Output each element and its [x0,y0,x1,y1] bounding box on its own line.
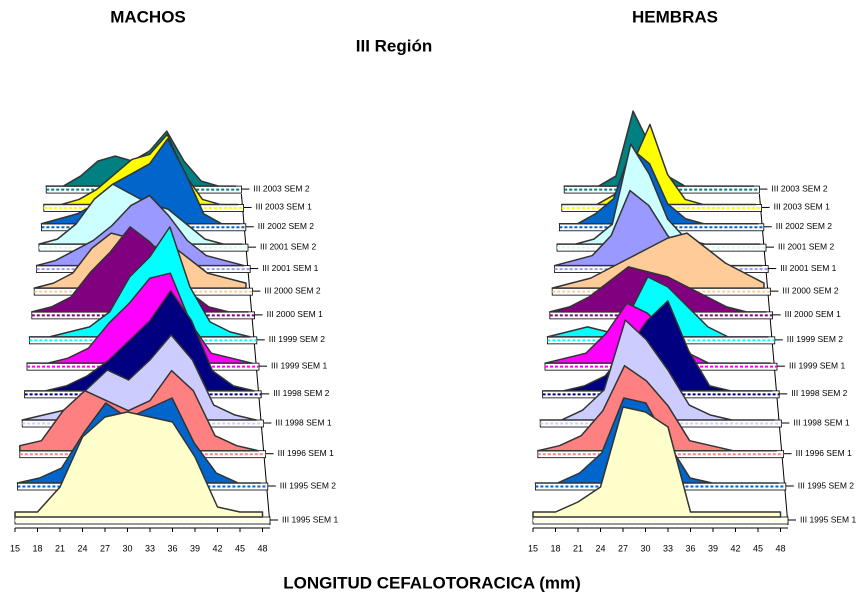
x-tick-label: 15 [10,543,20,553]
legend-label: III 1999 SEM 2 [269,334,325,344]
x-tick-label: 33 [145,543,155,553]
ridge-area [35,194,245,267]
legend-label: III 1996 SEM 1 [278,448,334,458]
ridge-area [14,411,264,518]
panel-title: MACHOS [110,7,186,26]
legend-label: III 2001 SEM 1 [780,263,836,273]
ridge-area [539,319,776,421]
legend-label: III 2001 SEM 1 [262,263,318,273]
ridge-area [28,226,251,338]
x-axis-label: LONGITUD CEFALOTORACICA (mm) [283,573,581,592]
legend-label: III 2000 SEM 2 [264,285,320,295]
x-tick-label: 45 [235,543,245,553]
ridge-area [40,138,241,225]
legend-label: III 2002 SEM 2 [258,221,314,231]
x-tick-label: 39 [708,543,718,553]
legend-label: III 1999 SEM 1 [271,360,327,370]
x-tick-label: 48 [257,543,267,553]
x-tick-label: 21 [55,543,65,553]
legend-label: III 1998 SEM 1 [793,417,849,427]
x-tick-label: 30 [640,543,650,553]
x-tick-label: 48 [775,543,785,553]
ridge-area [19,369,260,452]
legend-label: III 2002 SEM 2 [776,221,832,231]
x-tick-label: 33 [663,543,673,553]
legend-label: III 1998 SEM 1 [275,417,331,427]
legend-label: III 2000 SEM 1 [785,309,841,319]
ridge-area [551,232,765,289]
x-tick-label: 30 [122,543,132,553]
x-tick-label: 36 [685,543,695,553]
x-tick-label: 15 [528,543,538,553]
panel-title: HEMBRAS [632,7,718,26]
legend-label: III 1995 SEM 1 [800,514,856,524]
x-tick-label: 39 [190,543,200,553]
x-tick-label: 36 [167,543,177,553]
legend-label: III 2003 SEM 2 [253,183,309,193]
legend-label: III 2000 SEM 1 [267,309,323,319]
x-tick-label: 21 [573,543,583,553]
x-tick-label: 24 [595,543,605,553]
ridge-area [553,189,763,267]
legend-label: III 2003 SEM 1 [774,202,830,212]
legend-label: III 2003 SEM 2 [771,183,827,193]
x-tick-label: 42 [730,543,740,553]
legend-label: III 2001 SEM 2 [260,241,316,251]
legend-label: III 1998 SEM 2 [273,388,329,398]
legend-label: III 2001 SEM 2 [778,241,834,251]
x-tick-label: 27 [100,543,110,553]
legend-label: III 2003 SEM 1 [256,202,312,212]
x-tick-label: 27 [618,543,628,553]
x-tick-label: 24 [77,543,87,553]
chart-title: III Región [356,36,433,55]
legend-label: III 1999 SEM 2 [787,334,843,344]
legend-label: III 1998 SEM 2 [791,388,847,398]
ridge-area [541,300,773,392]
ridge-area [532,406,782,518]
ridge-area [546,276,769,338]
legend-label: III 1995 SEM 2 [798,480,854,490]
ridge-area [23,290,255,392]
ridge-area [558,148,759,225]
legend-label: III 1995 SEM 2 [280,480,336,490]
x-tick-label: 18 [550,543,560,553]
legend-label: III 2000 SEM 2 [782,285,838,295]
x-tick-label: 42 [212,543,222,553]
ridge-area [537,364,778,452]
legend-label: III 1995 SEM 1 [282,514,338,524]
legend-label: III 1999 SEM 1 [789,360,845,370]
ridge-area [561,123,757,206]
legend-label: III 1996 SEM 1 [796,448,852,458]
x-tick-label: 18 [32,543,42,553]
x-tick-label: 45 [753,543,763,553]
